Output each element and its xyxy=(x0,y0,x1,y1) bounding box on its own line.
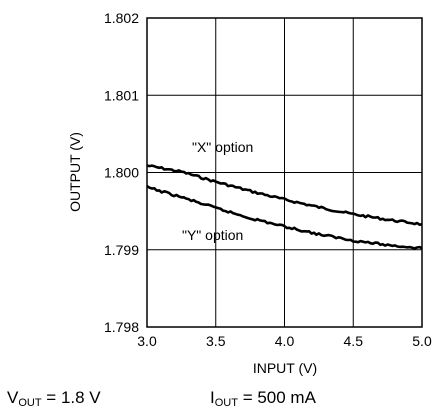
iout-subscript: OUT xyxy=(214,397,238,409)
plot-frame xyxy=(146,17,423,328)
vout-subscript: OUT xyxy=(18,397,42,409)
x-tick-label-1: 3.5 xyxy=(206,333,226,349)
annotation-x-option: "X" option xyxy=(192,139,253,155)
x-tick-label-0: 3.0 xyxy=(137,333,157,349)
x-tick-labels: 3.0 3.5 4.0 4.5 5.0 xyxy=(137,333,432,349)
y-tick-label-3: 1.799 xyxy=(104,242,139,258)
iout-value: = 500 mA xyxy=(237,388,316,407)
y-tick-label-0: 1.802 xyxy=(104,10,139,26)
y-tick-label-4: 1.798 xyxy=(104,319,139,335)
annotation-y-option: "Y" option xyxy=(182,227,243,243)
y-tick-label-1: 1.801 xyxy=(104,87,139,103)
x-tick-label-2: 4.0 xyxy=(275,333,295,349)
y-axis-label: OUTPUT (V) xyxy=(67,132,83,212)
series-line-1 xyxy=(146,185,423,250)
x-tick-label-4: 5.0 xyxy=(412,333,432,349)
iout-condition: IOUT = 500 mA xyxy=(210,388,316,409)
vout-condition: VOUT = 1.8 V xyxy=(7,388,101,409)
series-line-0 xyxy=(146,164,423,226)
vout-value: = 1.8 V xyxy=(41,388,101,407)
series-layer xyxy=(146,164,423,250)
vout-symbol: V xyxy=(7,388,19,407)
y-tick-labels: 1.802 1.801 1.800 1.799 1.798 xyxy=(104,10,139,335)
iout-symbol: I xyxy=(210,388,215,407)
x-axis-label: INPUT (V) xyxy=(253,360,317,376)
y-tick-label-2: 1.800 xyxy=(104,165,139,181)
x-tick-label-3: 4.5 xyxy=(344,333,364,349)
